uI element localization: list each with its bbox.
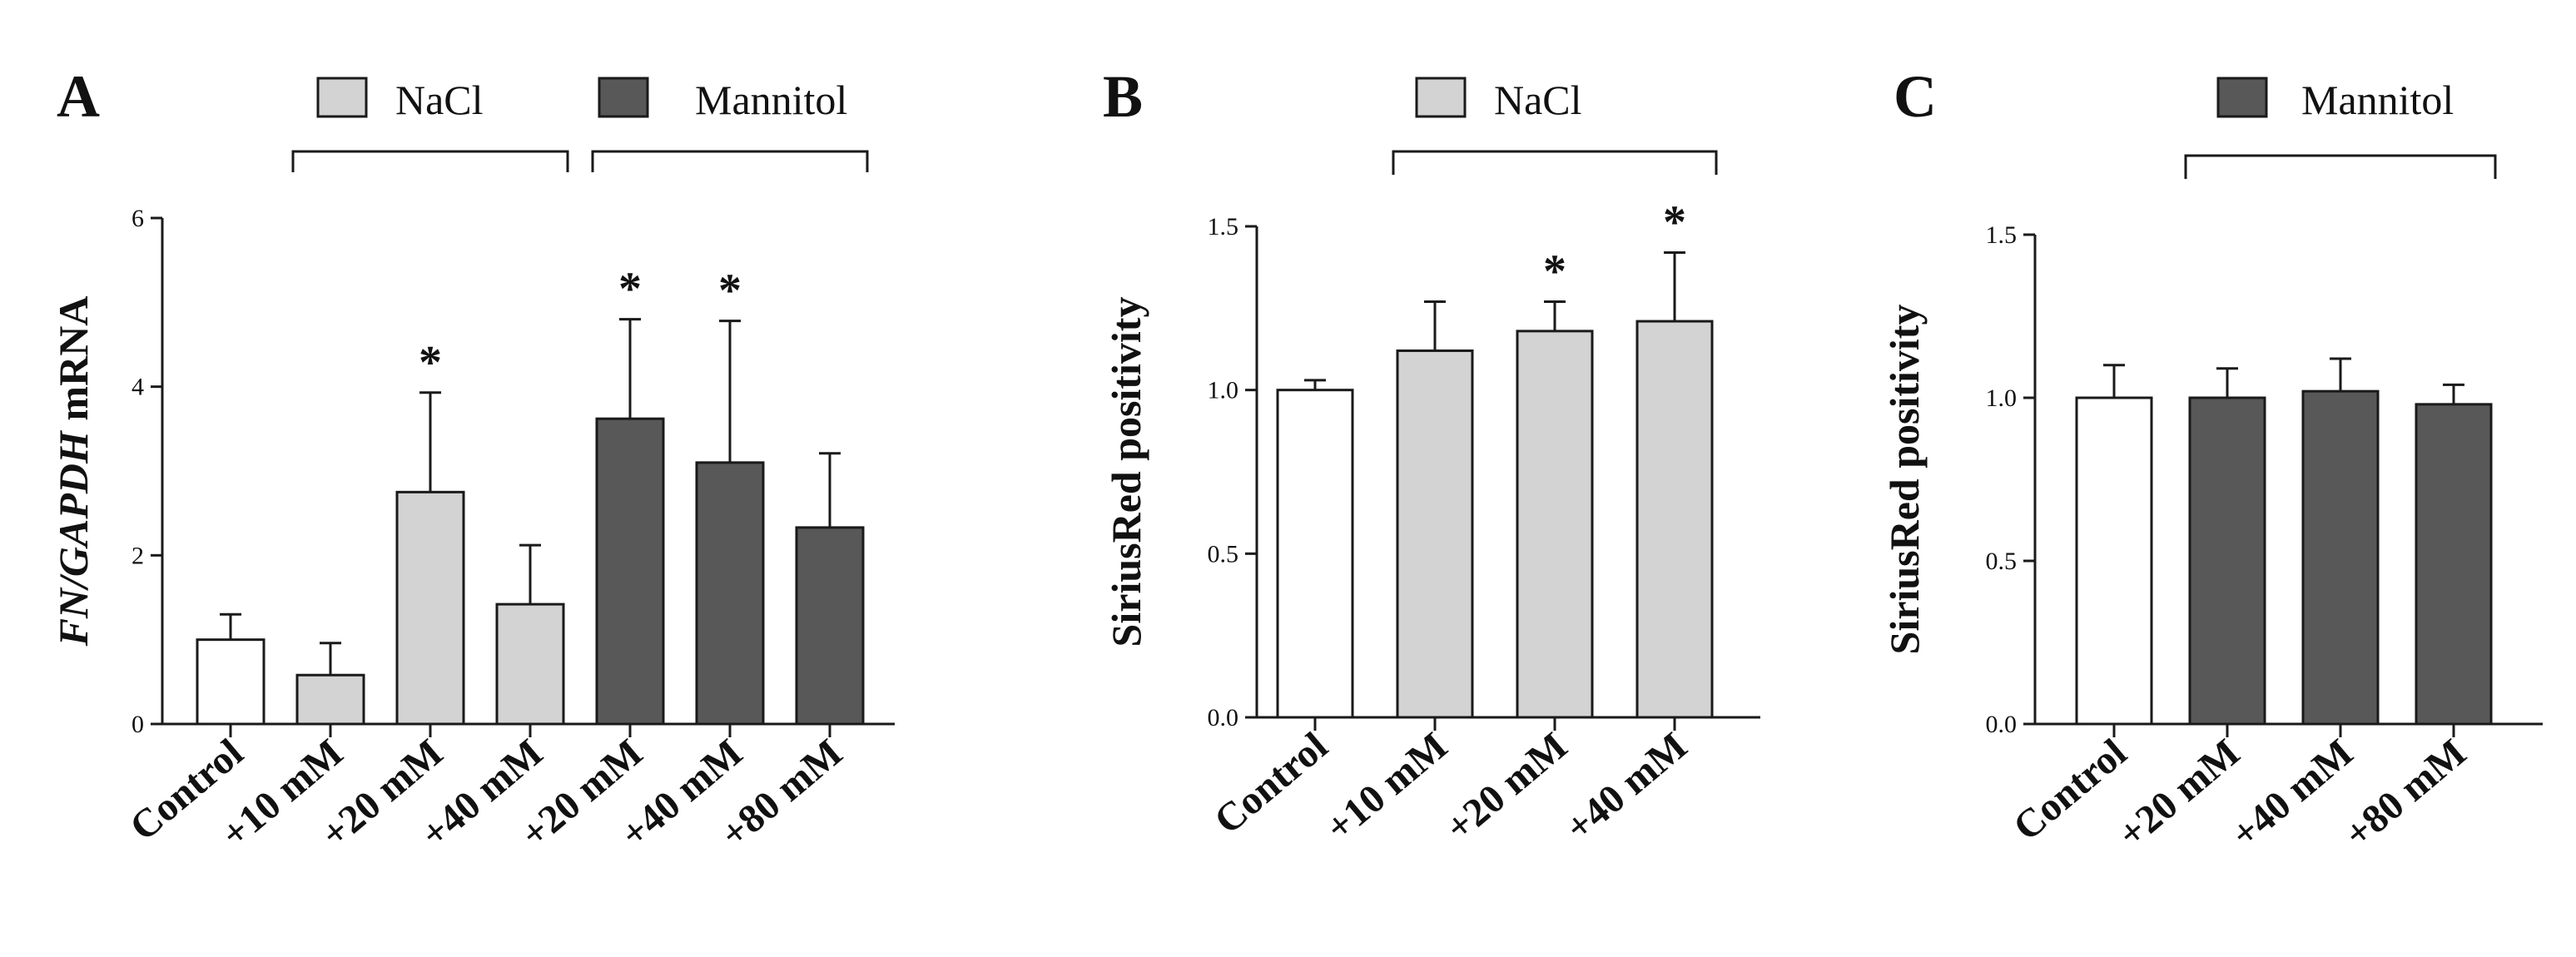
y-tick-label: 1.5 [1986, 221, 2018, 249]
category-label: Control [2005, 731, 2135, 850]
group-bracket-nacl [291, 150, 569, 172]
y-tick-label: 1.0 [1986, 384, 2018, 412]
bar-nacl [295, 673, 365, 726]
category-label: Control [1206, 724, 1336, 843]
y-axis-label: FN/GAPDH mRNA [50, 296, 97, 647]
y-tick-label: 0.5 [1986, 548, 2018, 575]
bar-nacl [1635, 320, 1714, 719]
bar-mannitol [695, 461, 765, 726]
significance-marker: * [419, 337, 442, 389]
y-tick-label: 1.0 [1208, 377, 1239, 404]
significance-marker: * [618, 264, 642, 315]
significance-marker: * [1543, 245, 1566, 297]
category-label: +20 mM [1437, 724, 1576, 850]
y-tick-label: 0.0 [1208, 704, 1239, 731]
y-tick-label: 1.5 [1208, 213, 1239, 240]
y-axis-label-italic: FN/GAPDH [50, 429, 97, 647]
significance-marker: * [718, 265, 742, 317]
legend-label-nacl: NaCl [1494, 77, 1582, 123]
bar-mannitol [795, 526, 865, 726]
category-label: +80 mM [2336, 731, 2474, 857]
category-label: +40 mM [1557, 724, 1695, 850]
bar-nacl [1396, 349, 1474, 719]
y-tick-label: 4 [132, 374, 144, 401]
y-tick-label: 2 [132, 542, 144, 569]
category-label: +10 mM [1318, 724, 1456, 850]
bar-control [1276, 389, 1354, 719]
bar-nacl [495, 602, 565, 726]
panel-letter-b: B [1103, 63, 1143, 130]
bar-control [196, 638, 266, 726]
bar-nacl [1516, 330, 1594, 719]
y-tick-label: 0.0 [1986, 711, 2018, 738]
bar-mannitol [2415, 403, 2493, 726]
legend-swatch-nacl [316, 77, 368, 118]
group-bracket-nacl [1392, 150, 1718, 175]
significance-marker: * [1663, 196, 1686, 248]
legend-label-mannitol: Mannitol [695, 77, 847, 123]
bar-mannitol [595, 417, 665, 726]
category-label: +20 mM [2110, 731, 2248, 857]
group-bracket-mannitol [2184, 154, 2497, 179]
legend-swatch-mannitol [598, 77, 649, 118]
panel-letter-a: A [57, 63, 100, 130]
bar-control [2075, 396, 2153, 726]
bar-mannitol [2301, 389, 2380, 726]
legend-label-nacl: NaCl [395, 77, 484, 123]
y-axis-label: SiriusRed positivity [1881, 305, 1928, 655]
bar-nacl [395, 490, 465, 726]
y-axis-label-rest: mRNA [50, 296, 97, 431]
legend-label-mannitol: Mannitol [2301, 77, 2454, 123]
legend-swatch-nacl [1415, 77, 1467, 118]
panel-letter-c: C [1894, 63, 1937, 130]
y-tick-label: 6 [132, 205, 144, 232]
category-label: +40 mM [2223, 731, 2361, 857]
legend-swatch-mannitol [2216, 77, 2268, 118]
y-axis-label: SiriusRed positivity [1103, 297, 1149, 647]
bar-mannitol [2188, 396, 2266, 726]
y-tick-label: 0 [132, 711, 144, 738]
y-tick-label: 0.5 [1208, 540, 1239, 568]
group-bracket-mannitol [591, 150, 869, 172]
